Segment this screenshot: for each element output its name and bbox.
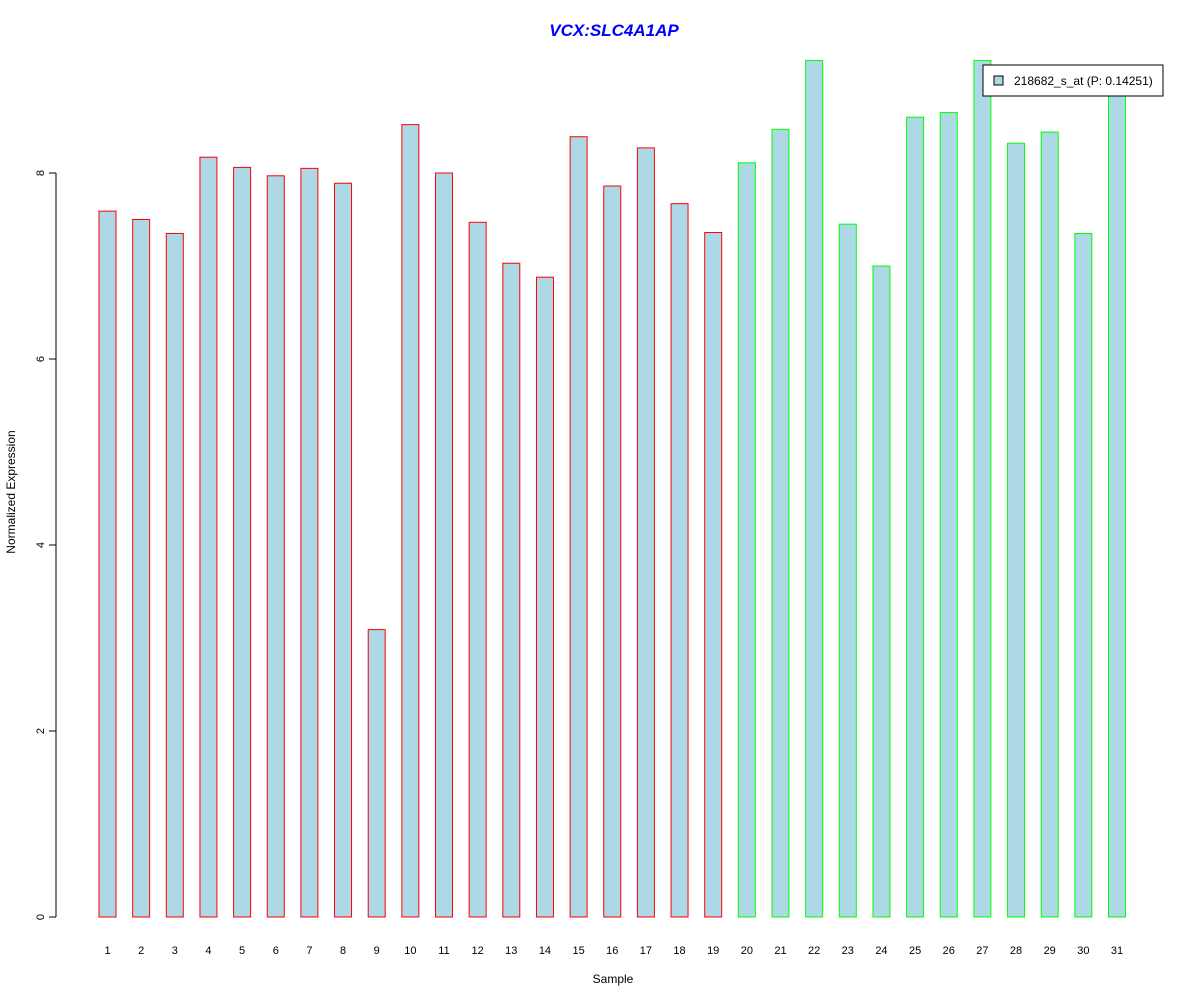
x-tick-label: 24 (875, 945, 887, 957)
bar (737, 162, 756, 918)
bar (906, 116, 925, 918)
x-tick-label: 2 (138, 945, 144, 957)
bar (872, 265, 891, 918)
x-tick-label: 5 (239, 945, 245, 957)
y-tick-label: 6 (35, 356, 47, 362)
bar (636, 147, 655, 918)
x-tick-label: 20 (741, 945, 753, 957)
x-tick-label: 17 (640, 945, 652, 957)
x-tick-label: 15 (572, 945, 584, 957)
bar (165, 232, 184, 918)
bar (132, 219, 151, 918)
x-tick-label: 14 (539, 945, 551, 957)
y-tick-label: 8 (35, 170, 47, 176)
x-tick-label: 11 (438, 945, 449, 957)
x-tick-label: 30 (1077, 945, 1089, 957)
x-tick-label: 8 (340, 945, 346, 957)
bar (704, 232, 723, 918)
bar (838, 223, 857, 918)
x-tick-label: 28 (1010, 945, 1022, 957)
bar (939, 112, 958, 918)
y-axis: 0 2 4 6 8 (35, 170, 57, 920)
chart-title: VCX:SLC4A1AP (549, 21, 679, 40)
y-axis-title: Normalized Expression (4, 430, 18, 553)
x-tick-label: 26 (943, 945, 955, 957)
x-tick-label: 22 (808, 945, 820, 957)
bar (670, 203, 689, 918)
x-tick-label: 16 (606, 945, 618, 957)
bar (435, 172, 453, 918)
bar (502, 262, 521, 918)
legend-box (982, 64, 1164, 97)
bar (367, 629, 386, 918)
bar (468, 221, 487, 918)
legend-label: 218682_s_at (P: 0.14251) (1014, 74, 1153, 88)
x-tick-label: 10 (404, 945, 416, 957)
y-tick-label: 0 (35, 914, 47, 920)
legend: 218682_s_at (P: 0.14251) (982, 64, 1164, 97)
bar (1007, 142, 1026, 918)
x-tick-label: 31 (1111, 945, 1123, 957)
x-tick-label: 6 (273, 945, 279, 957)
bar (401, 124, 420, 918)
bar (334, 182, 353, 918)
bar (973, 59, 992, 918)
bar (535, 276, 554, 918)
x-axis-title: Sample (593, 972, 634, 986)
bar (98, 210, 117, 918)
x-tick-label: 13 (505, 945, 517, 957)
bar (233, 166, 252, 918)
bar (805, 59, 824, 918)
y-tick-label: 2 (35, 728, 47, 734)
x-tick-label: 1 (104, 945, 110, 957)
bar (1040, 131, 1059, 918)
bar (199, 156, 218, 918)
x-tick-label: 21 (774, 945, 786, 957)
x-tick-label: 7 (306, 945, 312, 957)
x-tick-label: 23 (842, 945, 854, 957)
x-tick-label: 27 (976, 945, 988, 957)
x-tick-label: 3 (172, 945, 178, 957)
bar (300, 167, 319, 918)
bar (603, 185, 622, 918)
x-tick-label: 25 (909, 945, 921, 957)
x-tick-label: 18 (673, 945, 685, 957)
x-tick-label: 12 (472, 945, 484, 957)
x-tick-label: 19 (707, 945, 719, 957)
y-tick-label: 4 (35, 542, 47, 548)
x-tick-label: 29 (1044, 945, 1056, 957)
bar (1074, 232, 1093, 918)
legend-swatch (993, 75, 1004, 86)
bar (266, 175, 285, 918)
x-tick-label: 9 (374, 945, 380, 957)
x-tick-label: 4 (205, 945, 211, 957)
bar (1108, 84, 1126, 918)
bar (569, 136, 588, 918)
bar (771, 128, 790, 918)
x-tick-labels: 1 2 3 4 5 6 7 8 9 10 11 12 13 14 15 16 17 18 19 20 21 22 23 24 2… (104, 945, 1123, 957)
bars (98, 59, 1126, 918)
